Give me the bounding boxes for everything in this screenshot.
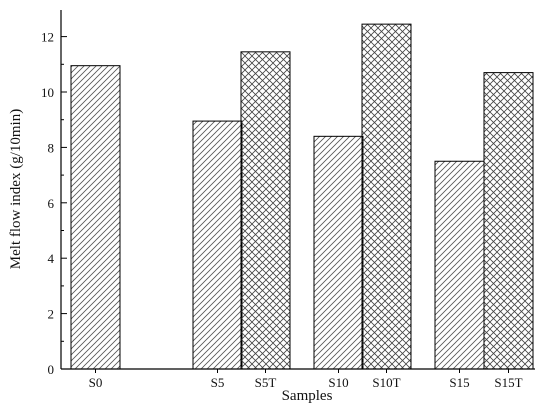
x-tick-label-s5t: S5T xyxy=(255,375,277,390)
bar-s5 xyxy=(192,120,243,370)
bars-group xyxy=(70,23,534,370)
x-tick-label-s10t: S10T xyxy=(372,375,400,390)
x-tick-label-s0: S0 xyxy=(89,375,103,390)
bar-s15t xyxy=(483,72,534,370)
y-tick-label: 2 xyxy=(48,307,55,322)
y-tick-label: 6 xyxy=(48,196,55,211)
x-tick-label-s15: S15 xyxy=(449,375,469,390)
y-tick-label: 8 xyxy=(48,140,55,155)
y-tick-label: 0 xyxy=(48,362,55,377)
x-ticks-group: S0 S5 S5T S10 S10T S15 S15T xyxy=(89,369,523,390)
x-tick-label-s5: S5 xyxy=(211,375,225,390)
bar-s5t xyxy=(240,51,291,370)
bar-s15 xyxy=(434,160,485,370)
y-ticks-group: 0 2 4 6 8 10 12 xyxy=(41,30,67,377)
x-tick-label-s10: S10 xyxy=(328,375,348,390)
bar-s10t xyxy=(361,23,412,370)
y-tick-label: 10 xyxy=(41,85,54,100)
y-tick-label: 12 xyxy=(41,30,54,45)
bar-s0 xyxy=(70,65,121,370)
x-axis-title: Samples xyxy=(282,388,333,404)
y-tick-label: 4 xyxy=(48,251,55,266)
y-axis-title: Melt flow index (g/10min) xyxy=(8,109,24,269)
x-tick-label-s15t: S15T xyxy=(494,375,522,390)
bar-s10 xyxy=(313,135,364,370)
